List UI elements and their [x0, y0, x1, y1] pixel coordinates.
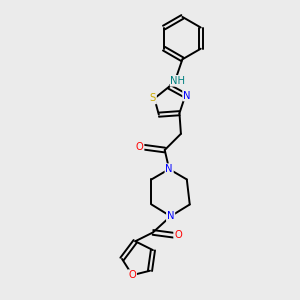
Text: N: N [167, 211, 174, 221]
Text: O: O [128, 270, 136, 280]
Text: NH: NH [170, 76, 185, 86]
Text: S: S [150, 94, 156, 103]
Text: N: N [165, 164, 173, 174]
Text: O: O [174, 230, 182, 240]
Text: N: N [183, 91, 190, 100]
Text: O: O [136, 142, 144, 152]
